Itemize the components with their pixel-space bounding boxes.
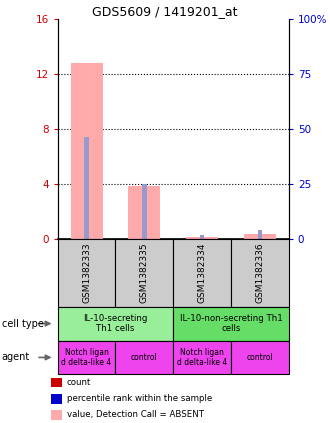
Text: GSM1382336: GSM1382336 xyxy=(255,242,264,303)
Text: control: control xyxy=(247,353,273,362)
Bar xyxy=(71,63,103,239)
Text: GSM1382334: GSM1382334 xyxy=(198,242,207,303)
Text: Notch ligan
d delta-like 4: Notch ligan d delta-like 4 xyxy=(61,348,112,367)
Text: value, Detection Call = ABSENT: value, Detection Call = ABSENT xyxy=(67,410,204,420)
Text: cell type: cell type xyxy=(2,319,44,329)
Text: IL-10-non-secreting Th1
cells: IL-10-non-secreting Th1 cells xyxy=(180,314,282,333)
Bar xyxy=(200,235,205,239)
Text: agent: agent xyxy=(2,352,30,363)
Text: count: count xyxy=(67,378,91,387)
Text: GSM1382333: GSM1382333 xyxy=(82,242,91,303)
Text: GSM1382335: GSM1382335 xyxy=(140,242,149,303)
Bar xyxy=(84,137,89,239)
Text: percentile rank within the sample: percentile rank within the sample xyxy=(67,394,212,404)
Bar xyxy=(186,237,218,239)
Bar xyxy=(257,231,262,239)
Bar xyxy=(244,234,276,239)
Bar xyxy=(128,186,160,239)
Bar xyxy=(142,184,147,239)
Text: GDS5609 / 1419201_at: GDS5609 / 1419201_at xyxy=(92,5,238,18)
Text: control: control xyxy=(131,353,158,362)
Text: Notch ligan
d delta-like 4: Notch ligan d delta-like 4 xyxy=(177,348,227,367)
Text: IL-10-secreting
Th1 cells: IL-10-secreting Th1 cells xyxy=(83,314,148,333)
